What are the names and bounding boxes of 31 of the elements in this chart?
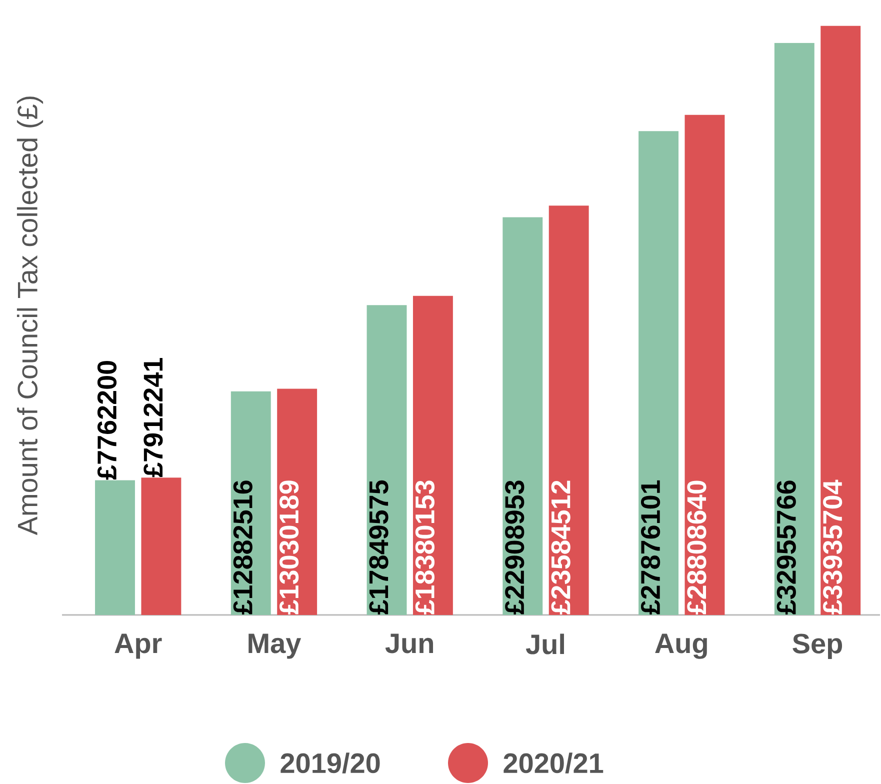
bar [141, 478, 182, 615]
x-tick-label: Sep [792, 634, 842, 660]
data-label: £18380153 [415, 480, 435, 614]
x-tick-label: Apr [114, 634, 162, 659]
data-label: £22908953 [505, 480, 524, 614]
data-label: £17849575 [369, 480, 388, 614]
y-axis-title: Amount of Council Tax collected (£) [16, 96, 44, 536]
data-label: £33935704 [823, 480, 842, 614]
data-label: £32955766 [776, 480, 796, 614]
data-label: £13030189 [280, 480, 299, 614]
data-label: £27876101 [640, 480, 660, 614]
bar [774, 42, 814, 615]
bar [366, 305, 407, 615]
data-label: £7762200 [97, 360, 117, 480]
bar [502, 217, 543, 615]
bar [638, 131, 678, 615]
data-label: £28808640 [687, 480, 706, 614]
data-label: £7912241 [144, 358, 163, 478]
bar [684, 114, 725, 615]
x-tick-label: Jul [526, 634, 564, 654]
x-tick-label: Jun [385, 634, 434, 654]
bar [412, 296, 453, 615]
data-label: £23584512 [551, 480, 570, 614]
legend-label: 2019/20 [280, 752, 380, 774]
bar [95, 480, 135, 615]
bar [548, 206, 589, 615]
x-tick-label: Aug [655, 634, 707, 659]
x-tick-label: May [248, 634, 302, 659]
legend-label: 2020/21 [504, 752, 604, 774]
data-label: £12882516 [233, 480, 252, 614]
bar [820, 26, 861, 615]
